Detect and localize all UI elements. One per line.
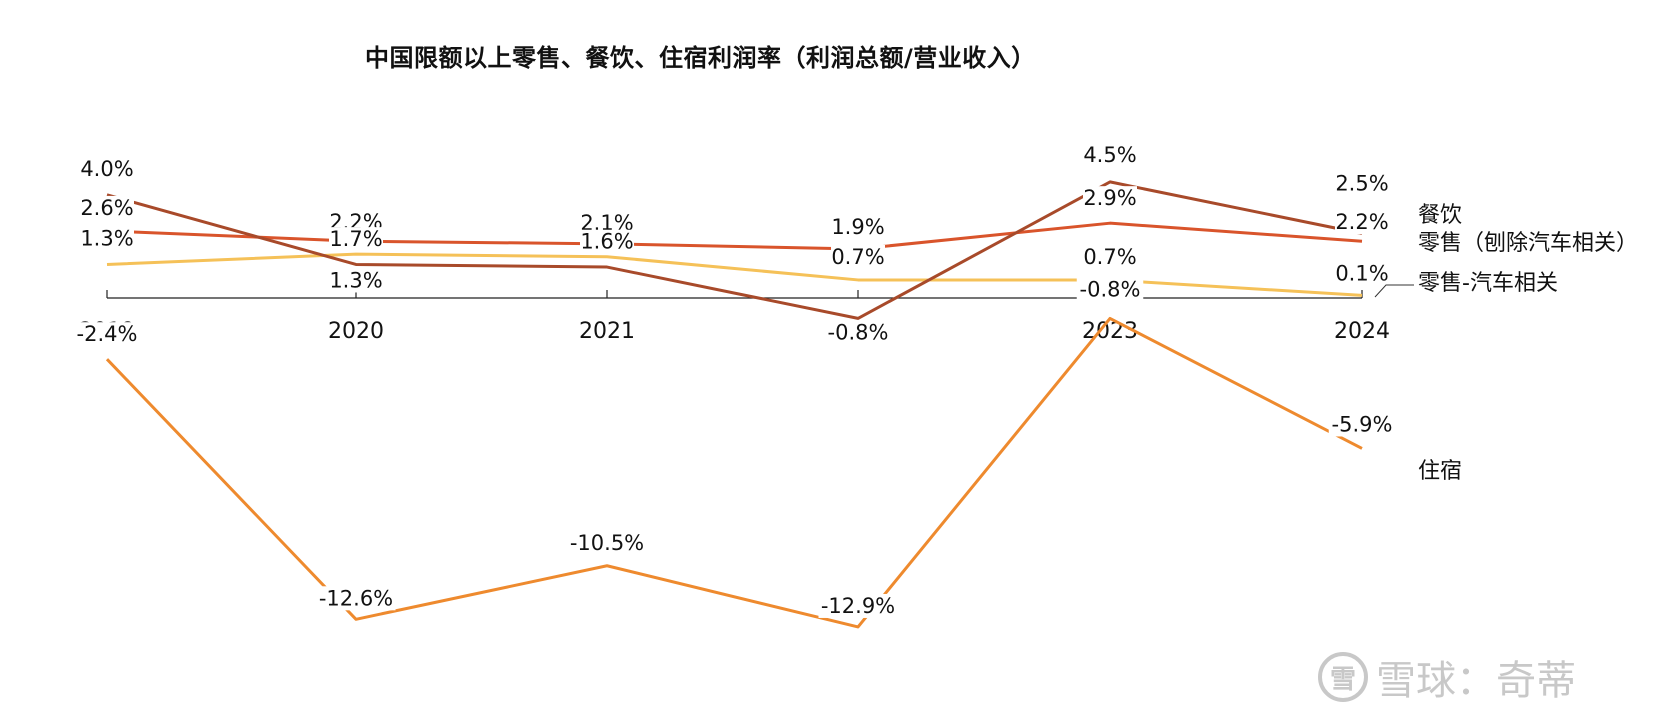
snowball-logo-icon: 雪 (1318, 652, 1368, 702)
data-label-bg (73, 322, 141, 347)
series-line (106, 221, 1363, 251)
data-label-bg (1335, 261, 1389, 286)
leader-line (1374, 284, 1414, 298)
x-tick-label: 2020 (328, 319, 384, 344)
data-label: 4.0% (80, 157, 133, 181)
data-label-bg (329, 227, 383, 252)
data-label: 2.9% (1083, 186, 1136, 210)
data-label-bg (80, 156, 134, 181)
data-label: 4.5% (1083, 143, 1136, 167)
data-labels: 2.6%2.2% 2.1% 1.9%2.9%2.2%1.3% 1.7% 1.6%0.7%… (73, 142, 1396, 618)
watermark: 雪 雪球：奇蒂 (1318, 648, 1576, 706)
x-tick-label: 2024 (1334, 319, 1390, 344)
series-line (106, 252, 1363, 297)
data-label-bg (80, 195, 134, 220)
data-label: -12.6% (319, 586, 393, 610)
data-label: 2.2% (1335, 210, 1388, 234)
data-label: -2.4% (77, 322, 138, 346)
data-label-bg (1335, 171, 1389, 196)
x-axis: 201920202021202220232024 (79, 290, 1390, 344)
data-label-bg (1335, 210, 1389, 235)
data-label-bg (831, 214, 885, 239)
data-label-bg (580, 229, 634, 254)
data-label: 1.6% (580, 230, 633, 254)
data-label: 1.3% (80, 226, 133, 250)
data-label-bg (80, 226, 134, 251)
data-label-bg (567, 530, 647, 555)
series-line (106, 180, 1363, 320)
series-name-label: 住宿 (1418, 459, 1462, 484)
data-label-bg (1083, 142, 1137, 167)
data-label-bg (1083, 186, 1137, 211)
x-tick-label: 2021 (579, 319, 635, 344)
series-line (105, 316, 1363, 629)
data-label: -0.8% (1080, 277, 1141, 301)
data-label: 2.5% (1335, 172, 1388, 196)
data-label-bg (818, 593, 898, 618)
data-label: -12.9% (821, 594, 895, 618)
data-label-bg (824, 320, 892, 345)
chart-title: 中国限额以上零售、餐饮、住宿利润率（利润总额/营业收入） (365, 44, 1036, 72)
data-label: 2.6% (80, 196, 133, 220)
data-label: 1.7% (329, 227, 382, 251)
data-label: -0.8% (828, 320, 889, 344)
data-label-bg (831, 244, 885, 269)
data-label: 1.9% (831, 215, 884, 239)
series-lines (105, 180, 1363, 629)
series-name-label: 餐饮 (1418, 203, 1462, 228)
series-name-label: 零售（刨除汽车相关） (1418, 231, 1638, 256)
data-label-bg (329, 268, 383, 293)
data-label: 1.3% (329, 268, 382, 292)
watermark-text: 雪球：奇蒂 (1376, 658, 1576, 704)
data-label-bg (1328, 412, 1396, 437)
data-label: 0.7% (1083, 245, 1136, 269)
data-label: -5.9% (1332, 412, 1393, 436)
data-label-bg (1083, 244, 1137, 269)
data-label-bg (1076, 277, 1144, 302)
data-label-bg (316, 586, 396, 611)
data-label: -10.5% (570, 531, 644, 555)
data-label: 0.1% (1335, 261, 1388, 285)
series-name-label: 零售-汽车相关 (1418, 271, 1558, 296)
data-label: 0.7% (831, 245, 884, 269)
